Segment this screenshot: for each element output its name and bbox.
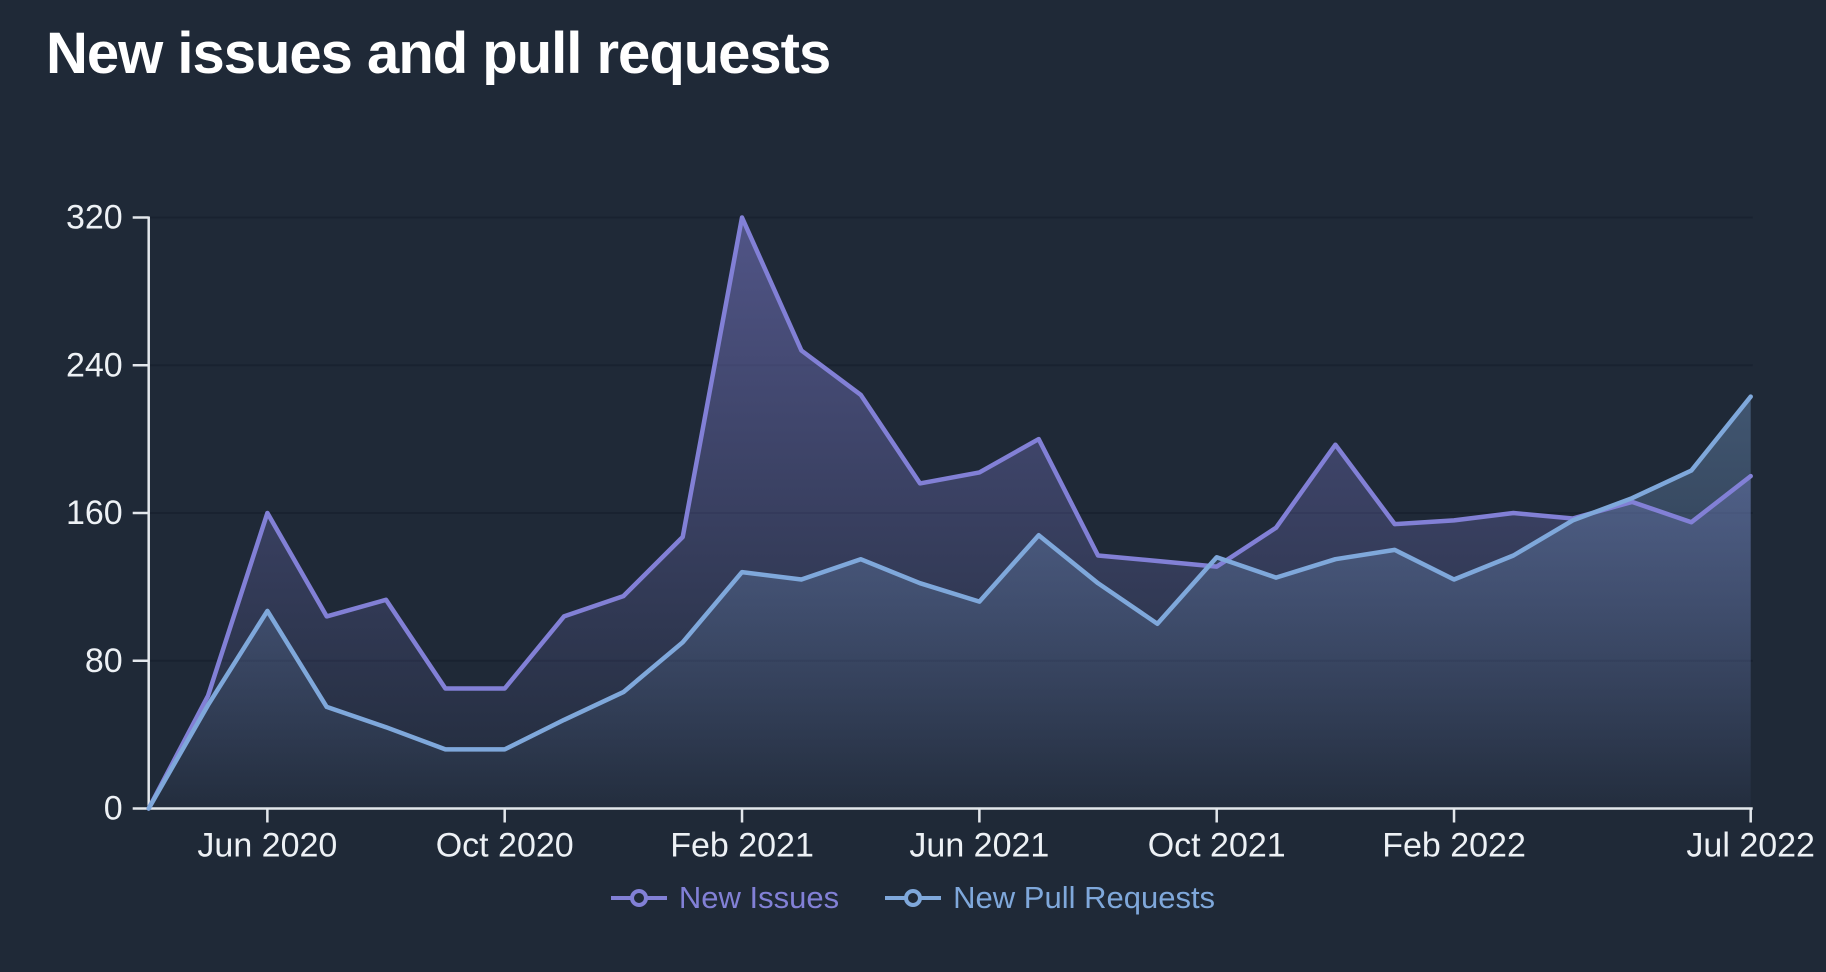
x-tick-label-oct-2020: Oct 2020 bbox=[436, 827, 574, 865]
chart-legend: New Issues New Pull Requests bbox=[0, 880, 1826, 916]
x-tick-label-feb-2021: Feb 2021 bbox=[670, 827, 814, 865]
x-tick-label-jul-2022: Jul 2022 bbox=[1686, 827, 1815, 865]
new-pull-requests-line[interactable] bbox=[146, 394, 1753, 811]
page-title: New issues and pull requests bbox=[46, 21, 831, 86]
x-tick-label-oct-2021: Oct 2021 bbox=[1148, 827, 1286, 865]
legend-item-new-pull-requests[interactable]: New Pull Requests bbox=[885, 880, 1215, 916]
legend-label: New Issues bbox=[678, 880, 840, 915]
x-tick-label-jun-2021: Jun 2021 bbox=[909, 827, 1049, 865]
legend-label: New Pull Requests bbox=[953, 880, 1216, 915]
y-tick-label-80: 80 bbox=[85, 642, 123, 680]
y-tick-label-320: 320 bbox=[66, 199, 123, 237]
legend-item-new-issues[interactable]: New Issues bbox=[610, 880, 840, 916]
x-tick-label-jun-2020: Jun 2020 bbox=[197, 827, 337, 865]
y-tick-label-240: 240 bbox=[66, 346, 123, 384]
legend-line-marker-icon bbox=[610, 889, 667, 907]
new-issues-line[interactable] bbox=[146, 215, 1753, 811]
y-tick-label-0: 0 bbox=[104, 790, 123, 828]
new-pull-requests-area bbox=[148, 396, 1751, 809]
legend-line-marker-icon bbox=[885, 889, 942, 907]
y-tick-label-160: 160 bbox=[66, 494, 123, 532]
x-tick-label-feb-2022: Feb 2022 bbox=[1382, 827, 1526, 865]
